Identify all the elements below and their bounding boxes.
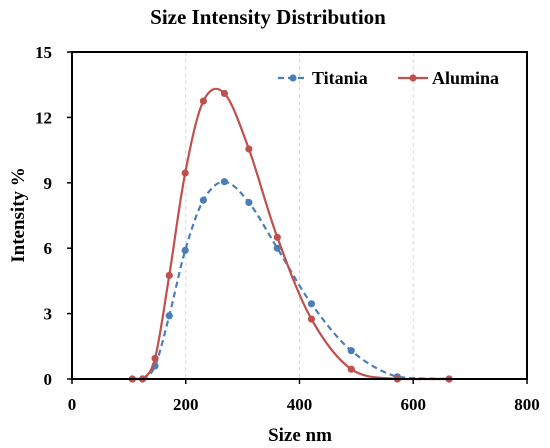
y-tick-label: 3 — [44, 305, 53, 324]
plot-series — [128, 87, 453, 383]
alumina-data-point — [307, 315, 316, 323]
titania-legend-label: Titania — [312, 68, 368, 88]
x-tick-label: 600 — [401, 395, 427, 414]
grid-lines — [185, 52, 414, 379]
x-tick-label: 400 — [287, 395, 313, 414]
titania-data-point — [181, 246, 189, 254]
alumina-data-point — [151, 354, 159, 362]
y-tick-label: 12 — [35, 108, 52, 127]
titania-data-point — [347, 347, 355, 355]
titania-data-point — [220, 178, 229, 186]
alumina-data-point — [347, 365, 355, 373]
chart-title: Size Intensity Distribution — [150, 5, 386, 29]
x-tick-label: 200 — [173, 395, 199, 414]
titania-data-point — [273, 244, 281, 252]
y-axis-label: Intensity % — [8, 167, 29, 263]
y-tick-label: 9 — [44, 174, 53, 193]
x-tick-label: 800 — [514, 395, 540, 414]
legend: Titania Alumina — [278, 68, 499, 88]
y-tick-label: 6 — [44, 239, 53, 258]
alumina-legend-marker — [409, 74, 417, 82]
y-tick-label: 0 — [44, 370, 53, 389]
titania-data-point — [199, 196, 207, 204]
alumina-data-point — [165, 271, 173, 280]
x-axis-label: Size nm — [268, 425, 332, 446]
alumina-data-point — [199, 97, 207, 105]
axis-ticks: 0 200 400 600 800 0 3 6 9 12 15 — [35, 43, 540, 414]
alumina-series-line — [132, 87, 450, 381]
titania-data-point — [245, 198, 253, 207]
alumina-data-point — [245, 145, 253, 153]
alumina-data-point — [273, 233, 281, 241]
alumina-legend-label: Alumina — [432, 68, 499, 88]
titania-data-point — [165, 312, 173, 320]
titania-legend-marker — [289, 74, 297, 82]
alumina-data-point — [181, 169, 189, 177]
y-tick-label: 15 — [35, 43, 52, 62]
titania-data-point — [307, 300, 316, 308]
alumina-data-point — [220, 89, 229, 98]
x-tick-label: 0 — [68, 395, 77, 414]
